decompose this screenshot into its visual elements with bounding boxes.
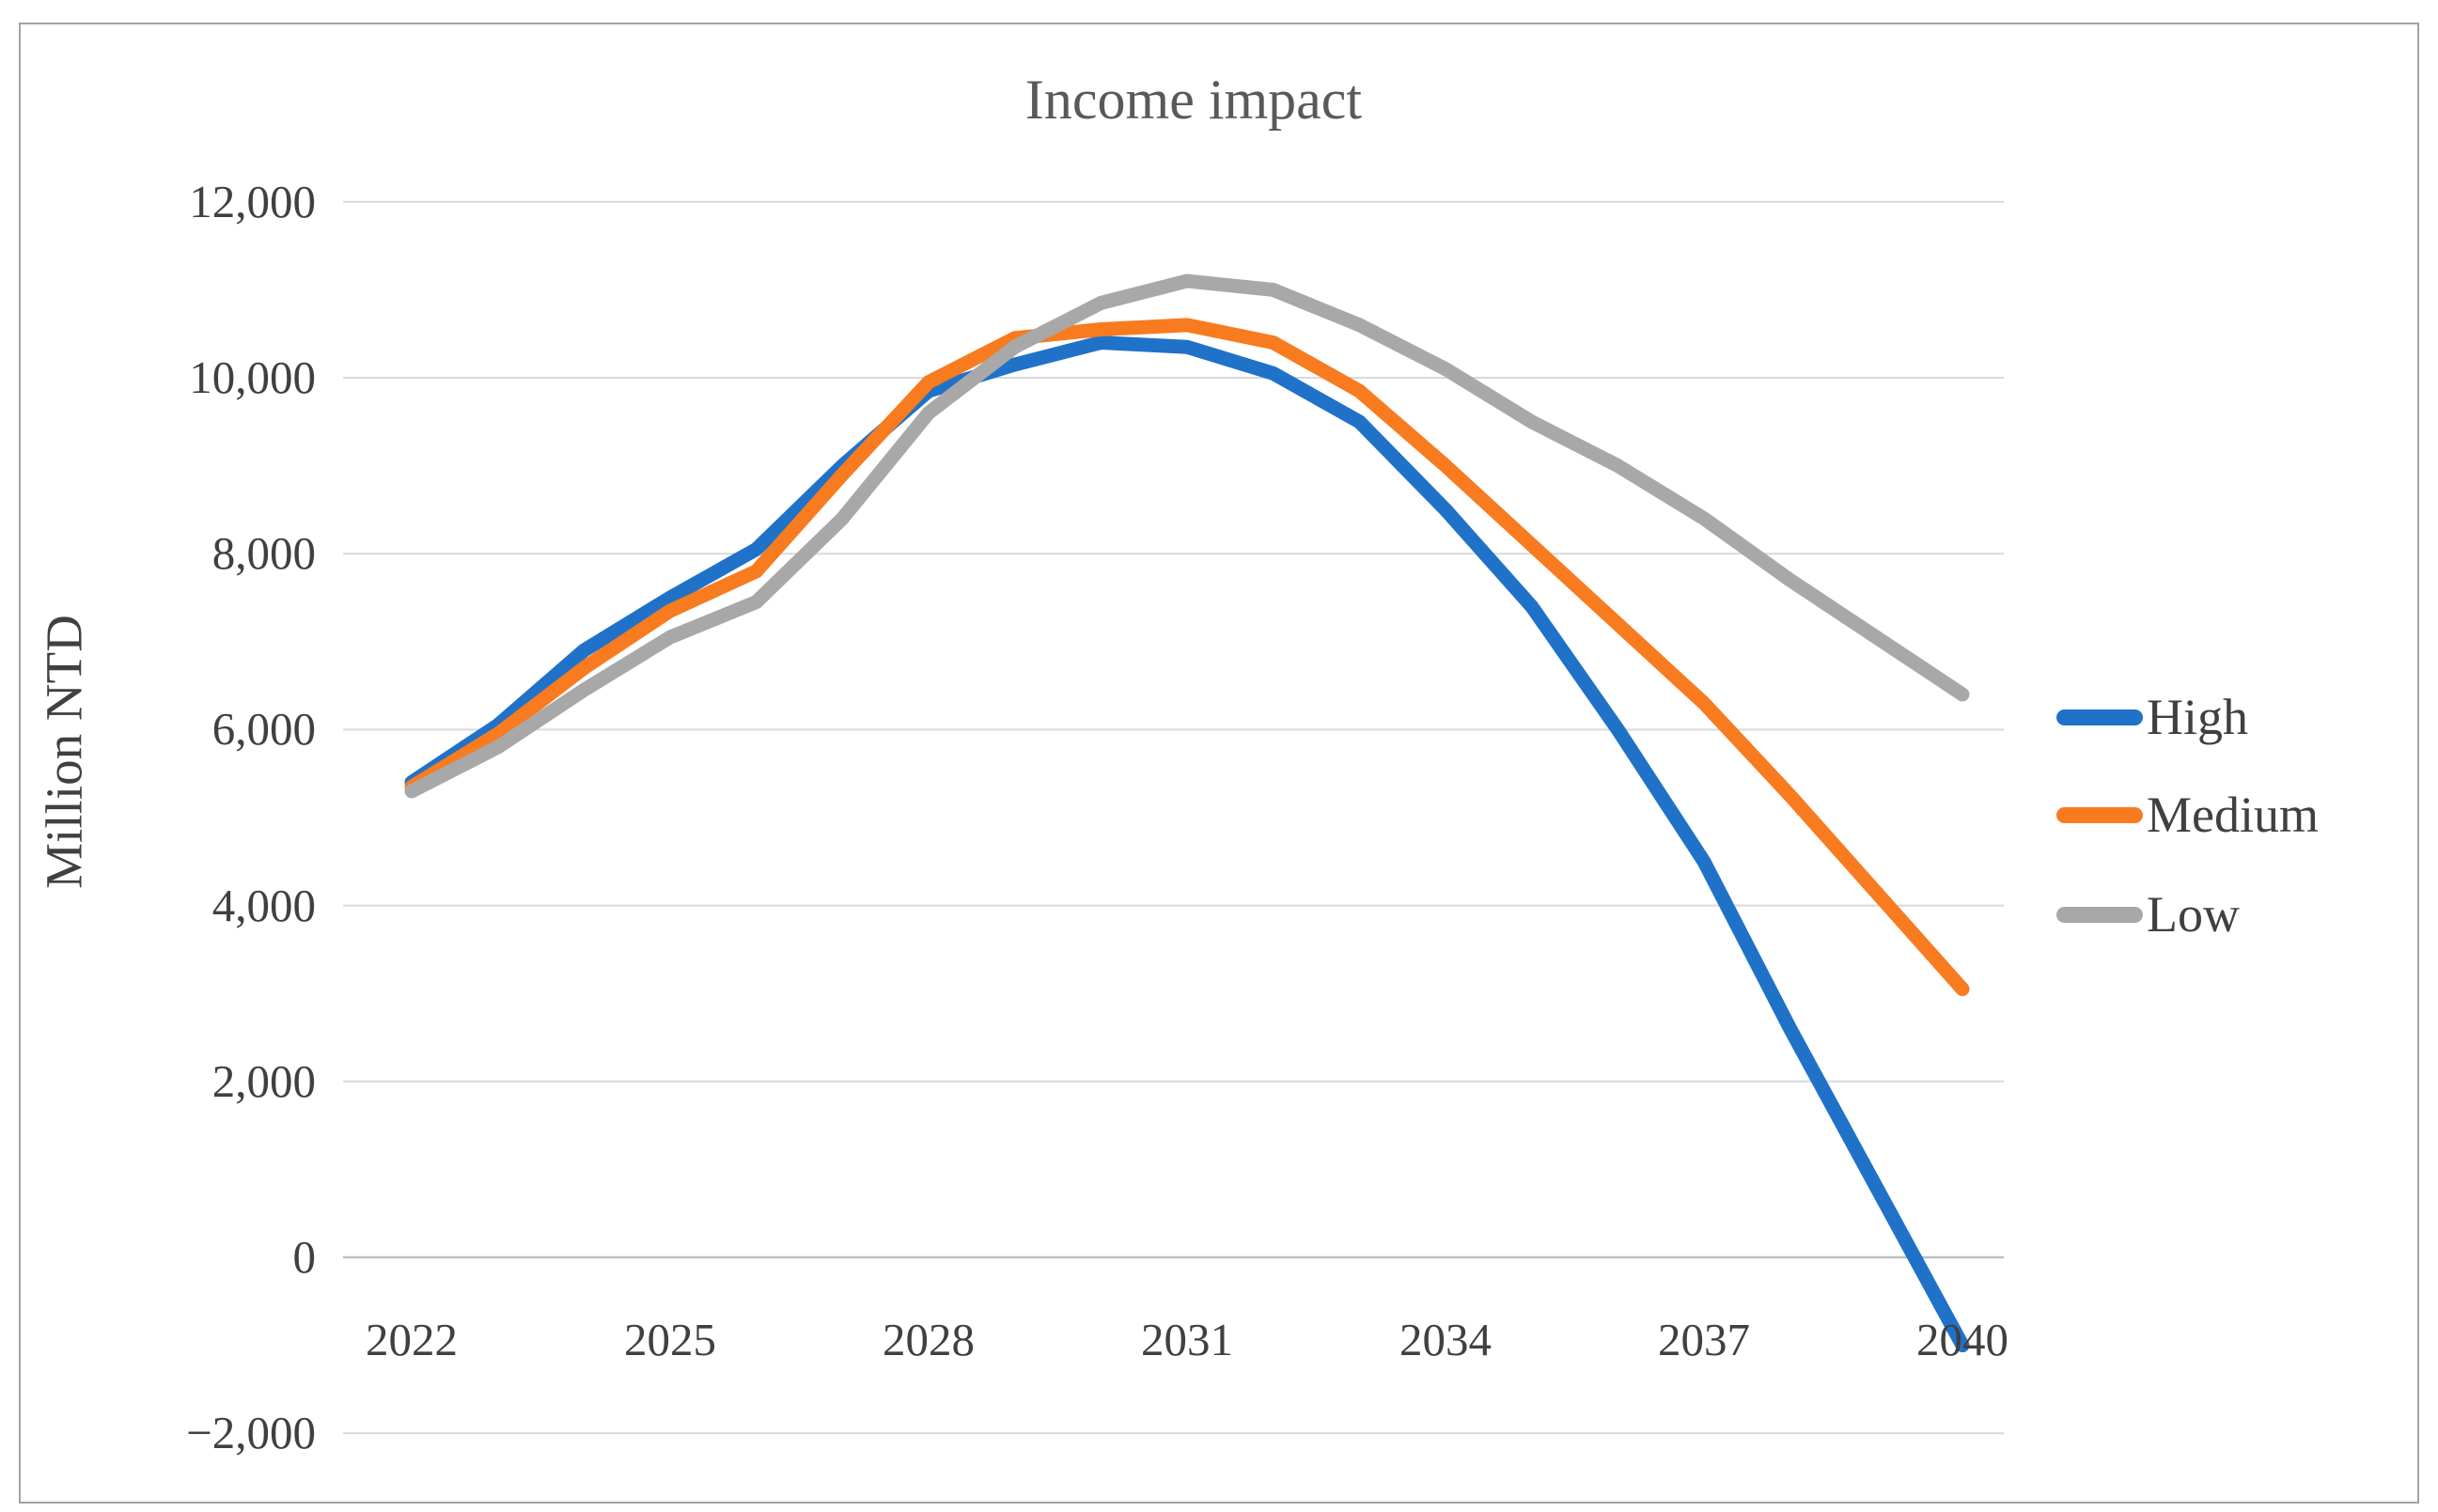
series-line-medium[interactable] (404, 318, 1970, 997)
legend-swatch-high (2056, 709, 2143, 725)
series-line-low[interactable] (404, 273, 1970, 799)
legend-label: Low (2147, 886, 2240, 943)
legend-item-high[interactable]: High (2056, 689, 2248, 745)
legend-swatch-medium (2056, 806, 2143, 823)
x-tick-label: 2022 (366, 1314, 458, 1365)
series-lines (404, 273, 1970, 1353)
legend-swatch-low (2056, 906, 2143, 923)
y-tick-label: 0 (292, 1231, 317, 1283)
x-tick-label: 2025 (624, 1314, 716, 1365)
y-tick-label: 4,000 (211, 879, 316, 931)
y-tick-label: 12,000 (189, 175, 316, 227)
chart-title[interactable]: Income impact (1024, 69, 1363, 131)
series-line-high[interactable] (404, 335, 1970, 1353)
y-tick-label: 10,000 (189, 351, 316, 403)
x-tick-label: 2037 (1658, 1314, 1750, 1365)
x-tick-label: 2031 (1141, 1314, 1233, 1365)
y-tick-label: 6,000 (211, 703, 316, 756)
y-tick-label: 8,000 (211, 527, 316, 580)
legend-item-medium[interactable]: Medium (2056, 787, 2319, 843)
x-tick-label: 2040 (1916, 1314, 2008, 1365)
x-tick-label: 2028 (883, 1314, 975, 1365)
x-tick-label: 2034 (1399, 1314, 1492, 1365)
legend-label: High (2147, 689, 2248, 745)
gridlines (343, 200, 2004, 1435)
y-tick-label: −2,000 (186, 1407, 316, 1459)
legend-item-low[interactable]: Low (2056, 886, 2240, 943)
y-tick-label: 2,000 (211, 1054, 316, 1107)
legend-label: Medium (2147, 787, 2319, 843)
